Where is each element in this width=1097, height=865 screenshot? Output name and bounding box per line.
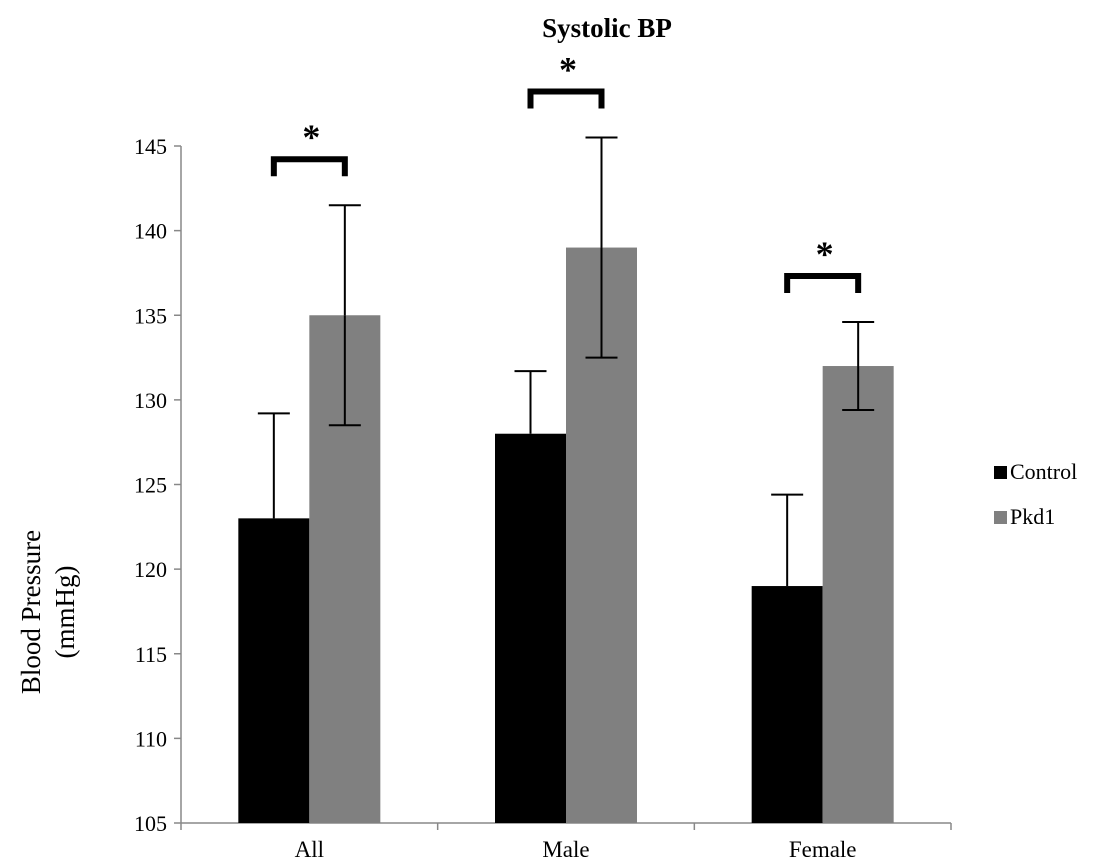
significance-star: *: [559, 50, 577, 90]
y-axis-title: Blood Pressure (mmHg): [16, 530, 80, 694]
y-tick-label: 140: [134, 219, 167, 244]
x-axis: All Male Female: [180, 822, 952, 862]
legend: Control Pkd1: [994, 459, 1077, 529]
y-tick-label: 135: [134, 303, 167, 328]
bar-control-female: [751, 586, 823, 823]
legend-swatch-control: [994, 466, 1007, 479]
y-tick-label: 130: [134, 388, 167, 413]
bars: [238, 247, 894, 824]
y-axis-title-line-1: Blood Pressure: [16, 530, 46, 694]
y-tick-label: 125: [134, 473, 167, 498]
bar-control-male: [495, 433, 566, 823]
error-bars: [257, 136, 875, 587]
y-axis-title-line-2: (mmHg): [50, 566, 80, 659]
x-tick-label: Male: [542, 837, 589, 862]
y-tick-label: 115: [135, 642, 167, 667]
y-tick-label: 145: [134, 134, 167, 159]
y-tick-label: 120: [134, 557, 167, 582]
y-tick-label: 110: [135, 726, 167, 751]
legend-label-control: Control: [1010, 459, 1077, 484]
significance-markers: * * *: [270, 50, 862, 294]
legend-swatch-pkd1: [994, 511, 1007, 524]
significance-bracket: [270, 156, 348, 177]
bar-control-all: [238, 518, 310, 823]
y-axis: 105 110 115 120 125 130 135 140 145: [134, 134, 182, 836]
significance-bracket: [784, 273, 862, 294]
significance-star: *: [816, 234, 834, 274]
legend-label-pkd1: Pkd1: [1010, 504, 1055, 529]
chart-title: Systolic BP: [542, 13, 672, 43]
x-tick-label: Female: [789, 837, 857, 862]
significance-bracket: [527, 88, 605, 109]
significance-star: *: [302, 117, 320, 157]
y-tick-label: 105: [134, 811, 167, 836]
bar-pkd1-female: [822, 366, 894, 823]
x-tick-label: All: [295, 837, 324, 862]
